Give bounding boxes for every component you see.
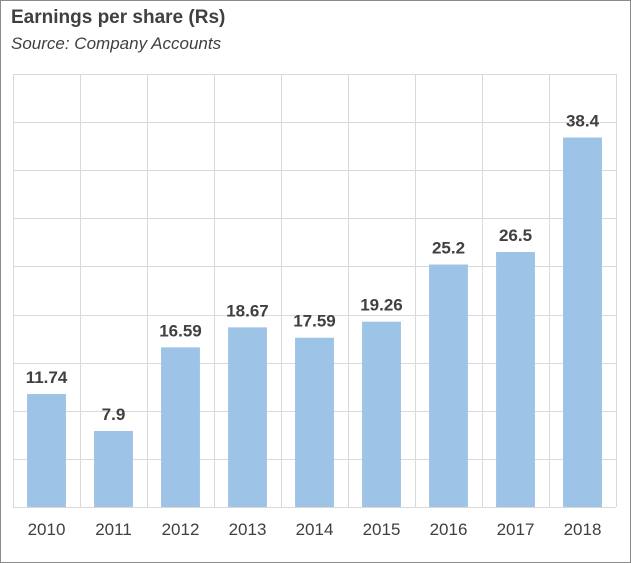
data-label-layer: 11.74 7.9 16.59 18.67 17.59 19.26 25.2 26.5 38.4 xyxy=(26,112,600,424)
chart-title: Earnings per share (Rs) xyxy=(11,7,226,28)
x-tick-label-2013: 2013 xyxy=(229,520,267,539)
bar-2012 xyxy=(161,347,200,507)
bar-layer xyxy=(27,137,602,508)
x-tick-label-2012: 2012 xyxy=(162,520,200,539)
x-tick-label-2011: 2011 xyxy=(95,520,132,539)
x-tick-label-2015: 2015 xyxy=(363,520,401,539)
data-label-2016: 25.2 xyxy=(432,239,465,258)
bar-2018 xyxy=(563,137,602,508)
bar-2011 xyxy=(94,430,133,507)
x-tick-label-2014: 2014 xyxy=(296,520,334,539)
x-tick-label-2016: 2016 xyxy=(430,520,468,539)
chart-subtitle: Source: Company Accounts xyxy=(11,34,222,53)
data-label-2015: 19.26 xyxy=(360,296,403,315)
data-label-2012: 16.59 xyxy=(159,321,202,340)
data-label-2018: 38.4 xyxy=(566,112,600,131)
bar-2014 xyxy=(295,337,334,507)
x-tick-label-2018: 2018 xyxy=(564,520,602,539)
bar-2010 xyxy=(27,394,66,507)
data-label-2014: 17.59 xyxy=(293,312,336,331)
bar-2016 xyxy=(429,264,468,507)
data-label-2013: 18.67 xyxy=(226,301,269,320)
x-tick-label-2010: 2010 xyxy=(28,520,66,539)
data-label-2011: 7.9 xyxy=(102,405,126,424)
bar-2017 xyxy=(496,252,535,507)
x-tick-layer: 2010 2011 2012 2013 2014 2015 2016 2017 2018 xyxy=(28,520,602,539)
data-label-2017: 26.5 xyxy=(499,226,532,245)
data-label-2010: 11.74 xyxy=(26,368,68,387)
bar-2015 xyxy=(362,321,401,507)
x-tick-label-2017: 2017 xyxy=(497,520,535,539)
bar-2013 xyxy=(228,327,267,507)
